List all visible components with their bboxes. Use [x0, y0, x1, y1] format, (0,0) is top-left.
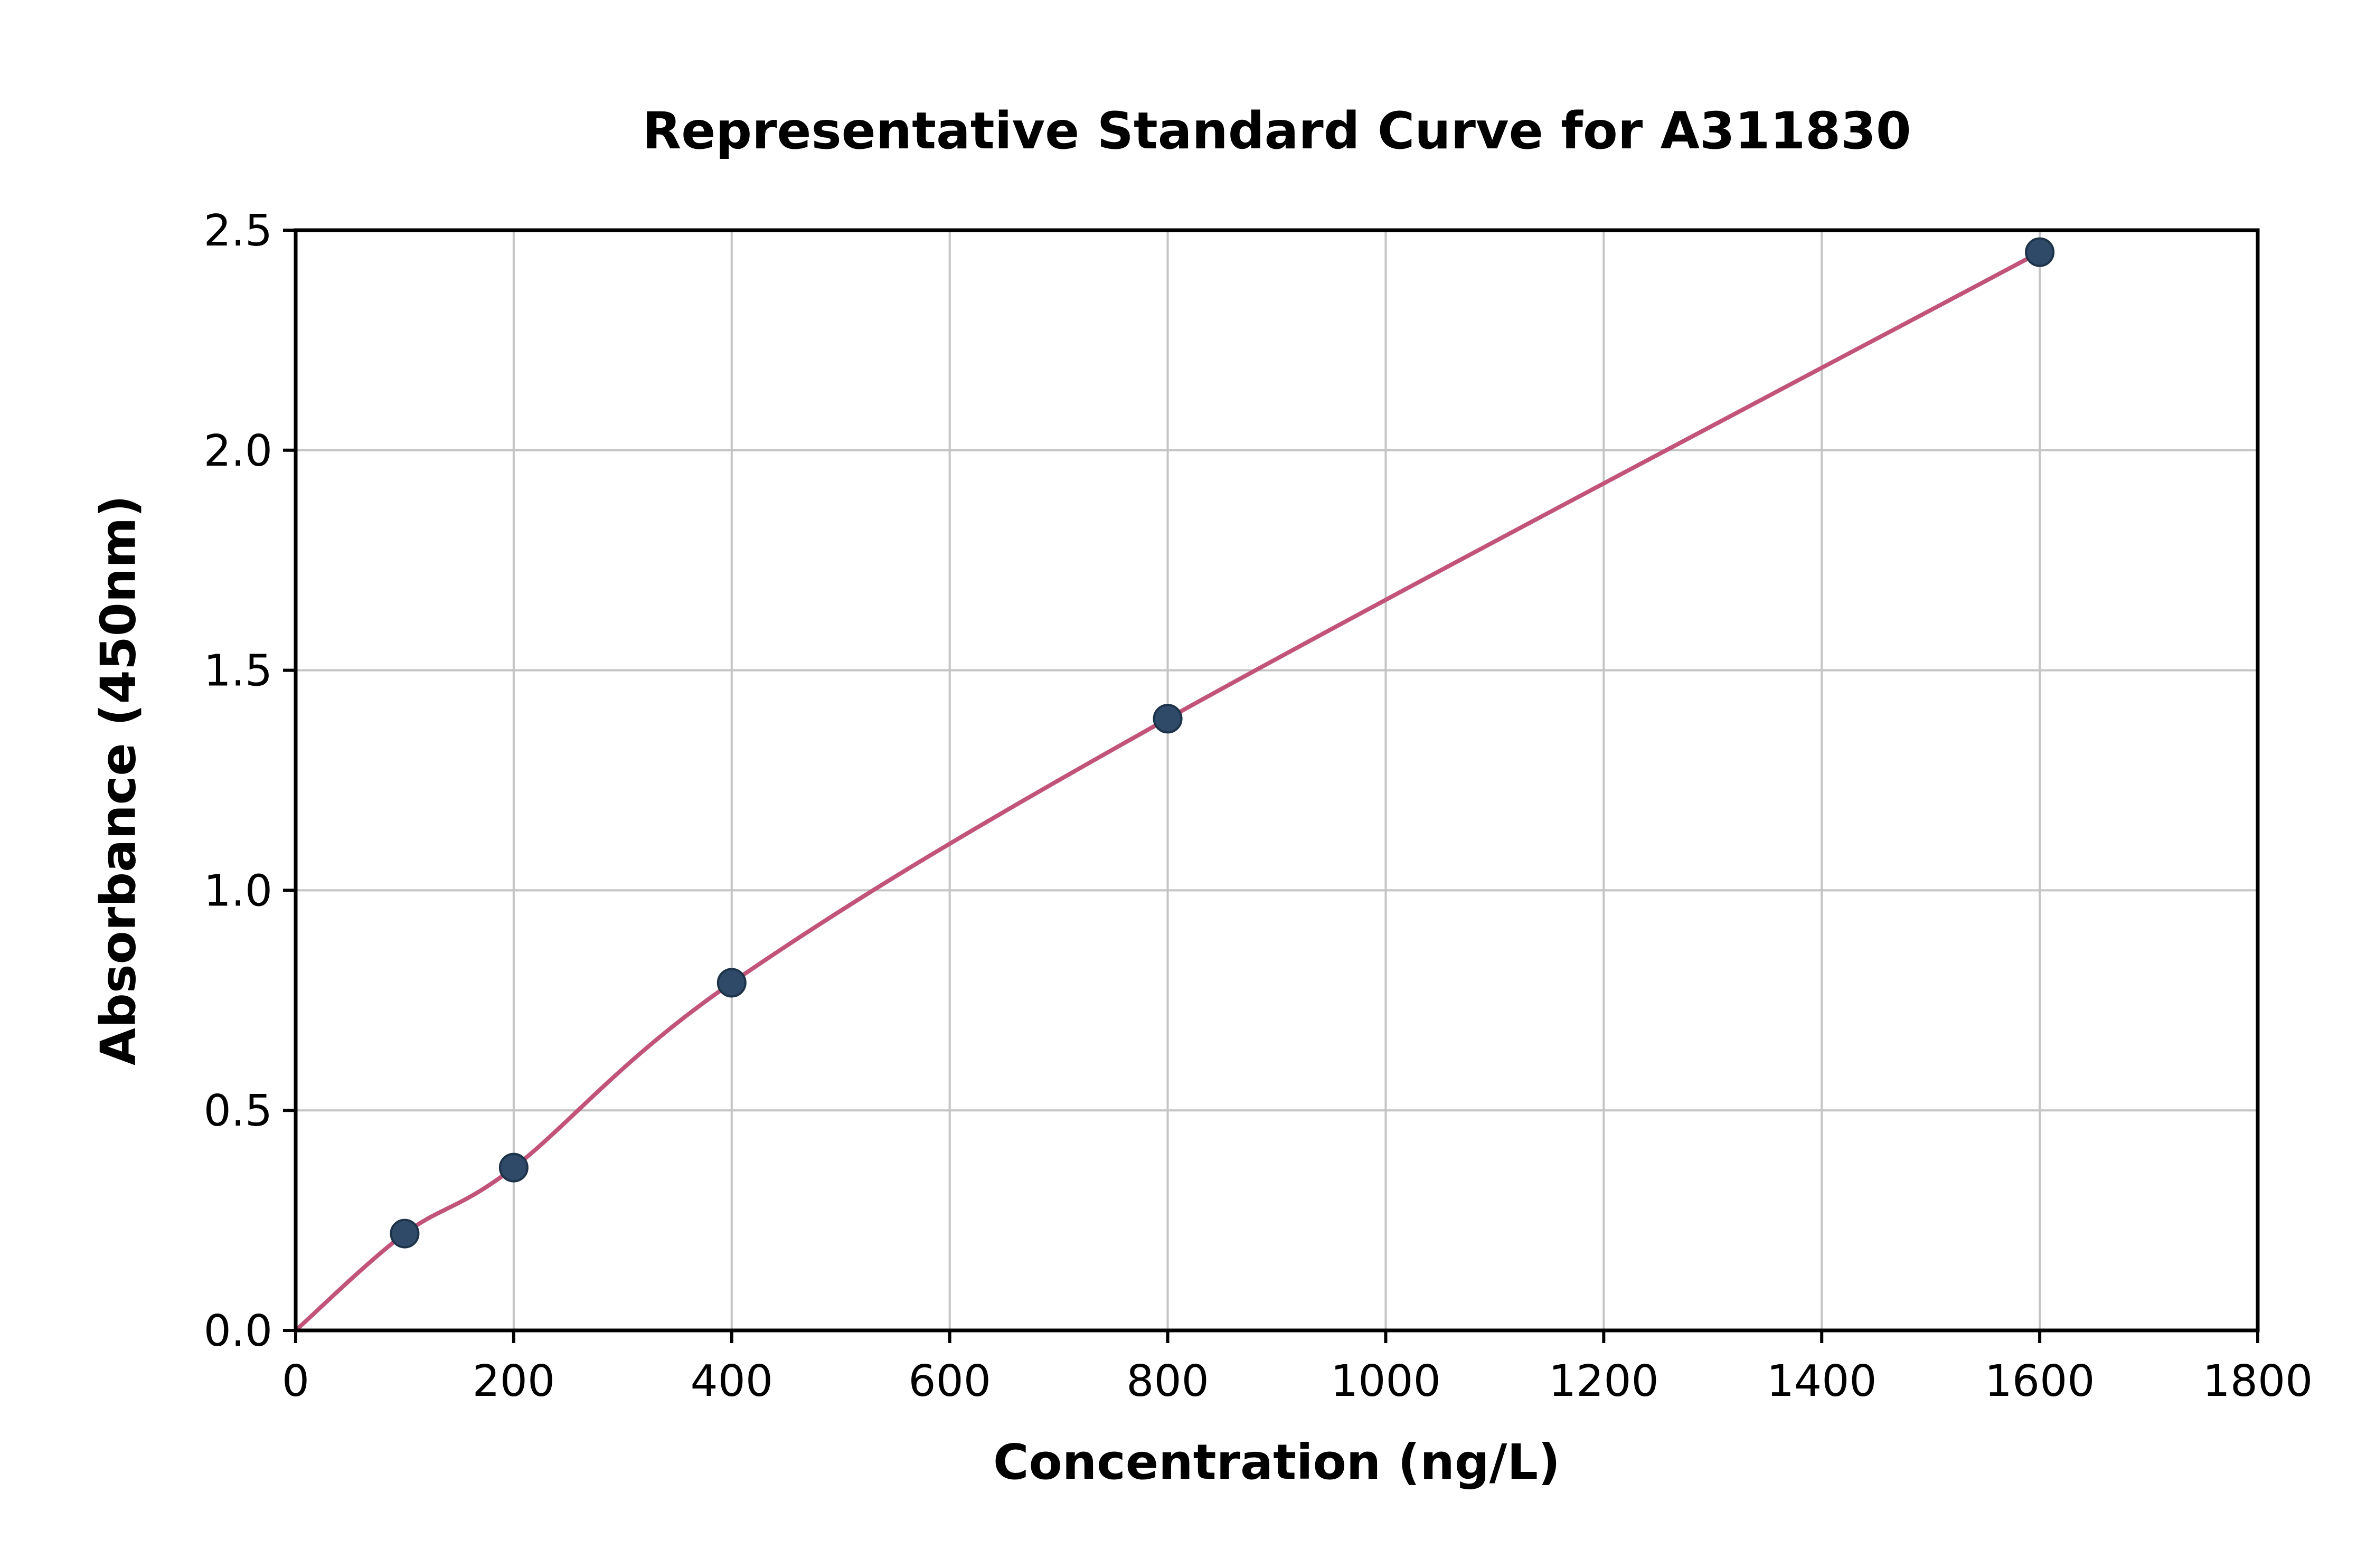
data-point-marker [390, 1218, 420, 1249]
data-point-marker [716, 968, 747, 998]
x-tick-label: 1000 [1331, 1356, 1441, 1406]
x-tick-label: 600 [908, 1356, 991, 1406]
chart-title: Representative Standard Curve for A31183… [642, 101, 1911, 160]
x-tick-label: 1200 [1549, 1356, 1659, 1406]
y-tick-label: 1.5 [204, 646, 272, 696]
x-tick-label: 400 [691, 1356, 774, 1406]
data-point-marker [2025, 237, 2055, 267]
x-tick-label: 1800 [2203, 1356, 2313, 1406]
y-tick-label: 1.0 [204, 866, 272, 916]
data-point-marker [1153, 704, 1183, 734]
fit-curve-line [294, 250, 2042, 1333]
x-tick-label: 0 [282, 1356, 309, 1406]
x-tick-label: 800 [1126, 1356, 1209, 1406]
y-tick-label: 0.0 [204, 1306, 272, 1356]
x-tick-label: 1400 [1767, 1356, 1877, 1406]
data-point-marker [498, 1153, 529, 1183]
plot-border [294, 228, 2260, 1333]
y-tick-label: 2.0 [204, 426, 272, 476]
x-tick-label: 1600 [1985, 1356, 2095, 1406]
x-tick-label: 200 [473, 1356, 555, 1406]
y-tick-label: 2.5 [204, 206, 272, 256]
x-axis-label: Concentration (ng/L) [993, 1434, 1560, 1490]
y-tick-label: 0.5 [204, 1086, 272, 1136]
